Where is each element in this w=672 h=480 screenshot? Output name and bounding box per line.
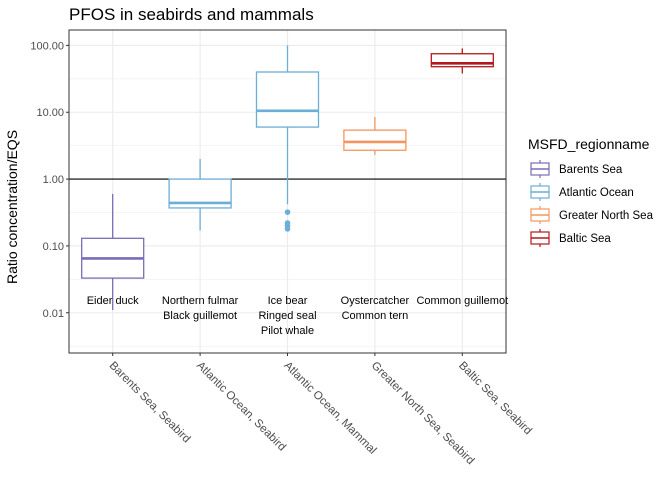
legend-label: Baltic Sea (559, 233, 611, 245)
species-label: Eider duck (87, 295, 139, 307)
species-label: Pilot whale (261, 325, 314, 337)
species-label: Common tern (342, 310, 409, 322)
box-iqr (430, 53, 494, 68)
legend-label: Atlantic Ocean (559, 187, 634, 199)
x-tick-label: Atlantic Ocean, Mammal (281, 360, 378, 457)
species-label: Ice bear (268, 295, 308, 307)
y-tick-label: 0.10 (43, 241, 64, 253)
legend-item: Baltic Sea (530, 229, 611, 247)
box-5 (430, 48, 494, 74)
species-label: Black guillemot (163, 310, 237, 322)
box-2 (168, 158, 232, 231)
x-tick-label: Barents Sea, Seabird (107, 360, 193, 446)
legend-label: Barents Sea (559, 164, 623, 176)
y-axis-title: Ratio concentration/EQS (4, 130, 20, 284)
legend-item: Atlantic Ocean (530, 183, 634, 201)
box-iqr (255, 71, 320, 128)
x-tick-label: Greater North Sea, Seabird (369, 360, 476, 467)
box-3 (255, 45, 320, 232)
species-label: Ringed seal (258, 310, 316, 322)
chart-title: PFOS in seabirds and mammals (69, 5, 314, 24)
box-1 (81, 193, 145, 310)
species-label: Common guillemot (416, 295, 508, 307)
y-tick-label: 0.01 (43, 308, 64, 320)
legend-item: Greater North Sea (530, 206, 654, 224)
y-tick-label: 10.00 (36, 107, 64, 119)
x-tick-label: Baltic Sea, Seabird (456, 360, 534, 438)
species-label: Oystercatcher (341, 295, 410, 307)
species-annotations: Eider duck Northern fulmar Black guillemot… (87, 295, 508, 337)
box-4 (343, 116, 407, 155)
legend-item: Barents Sea (530, 160, 623, 178)
box-series (81, 45, 494, 310)
y-tick-label: 1.00 (43, 174, 64, 186)
x-tick-label: Atlantic Ocean, Seabird (194, 360, 288, 454)
legend: MSFD_regionname Barents Sea Atlantic Ocea… (528, 136, 654, 247)
outlier-point (284, 220, 291, 226)
y-tick-label: 100.00 (30, 40, 64, 52)
species-label: Northern fulmar (162, 295, 239, 307)
legend-label: Greater North Sea (559, 210, 654, 222)
box-iqr (343, 129, 407, 151)
legend-title: MSFD_regionname (528, 136, 650, 152)
outlier-point (284, 209, 291, 215)
